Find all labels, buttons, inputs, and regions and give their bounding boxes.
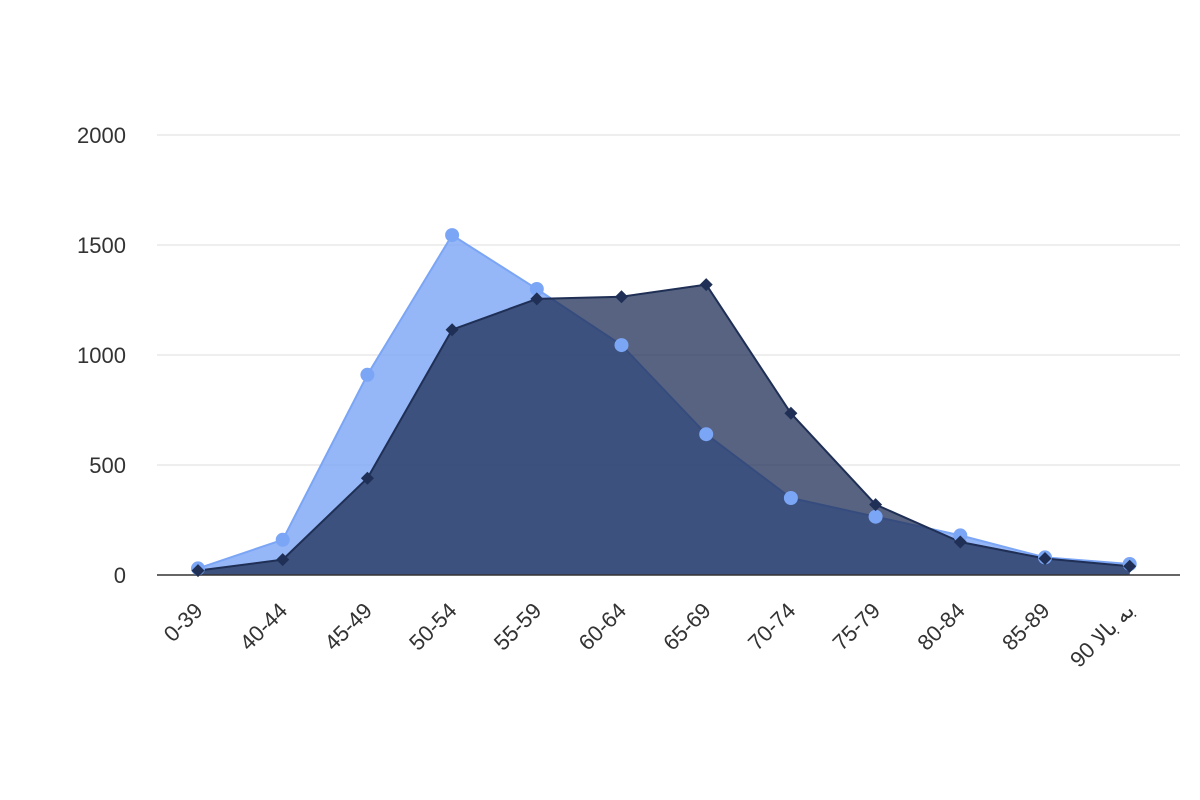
x-tick-label: 85-89	[997, 598, 1054, 655]
series-1-point	[868, 509, 883, 524]
series-markers	[191, 228, 1137, 578]
x-tick-label: 70-74	[743, 598, 800, 655]
series-2-point	[445, 323, 459, 337]
x-tick-label: 75-79	[828, 598, 885, 655]
x-tick-label: 40-44	[235, 598, 292, 655]
series-1-point	[275, 532, 290, 547]
x-tick-label: 50-54	[404, 598, 461, 655]
series-2-point	[1038, 552, 1052, 565]
series-2-point	[699, 278, 713, 292]
y-tick-label: 500	[89, 453, 126, 478]
y-tick-label: 1000	[77, 343, 126, 368]
x-tick-label: 45-49	[319, 598, 376, 655]
x-axis: 0-39 40-44 45-49 50-54 55-59 60-64 65-69 70-74 7…	[159, 598, 1140, 672]
series-2-point	[530, 292, 544, 306]
series-2-point	[953, 535, 967, 549]
series-1-point	[360, 367, 375, 382]
x-tick-label: 65-69	[658, 598, 715, 655]
series-2-point	[869, 498, 883, 512]
series-2-point	[360, 471, 374, 485]
x-tick-label: 90 به بالا	[1065, 598, 1139, 672]
series-2-point	[784, 406, 798, 420]
y-axis: 0 500 1000 1500 2000	[77, 123, 126, 588]
series-2-point	[1123, 559, 1137, 573]
series-2-point	[191, 564, 205, 578]
series-2-area	[198, 284, 1130, 575]
y-tick-label: 2000	[77, 123, 126, 148]
series-1-point	[529, 282, 544, 296]
series-2-point	[615, 290, 628, 304]
series-2-line	[197, 283, 1130, 572]
x-tick-label: 60-64	[574, 598, 631, 655]
series-1-point	[699, 427, 714, 442]
x-tick-label: 80-84	[912, 598, 969, 655]
series-areas	[197, 234, 1130, 575]
series-1-point	[614, 338, 629, 353]
x-tick-label: 55-59	[489, 598, 546, 655]
series-1-point	[953, 528, 968, 543]
x-tick-label: 0-39	[159, 598, 208, 647]
series-1-point	[445, 228, 460, 243]
series-1-point	[783, 491, 798, 505]
y-tick-label: 0	[114, 563, 126, 588]
y-tick-label: 1500	[77, 233, 126, 258]
series-2-point	[276, 553, 290, 567]
